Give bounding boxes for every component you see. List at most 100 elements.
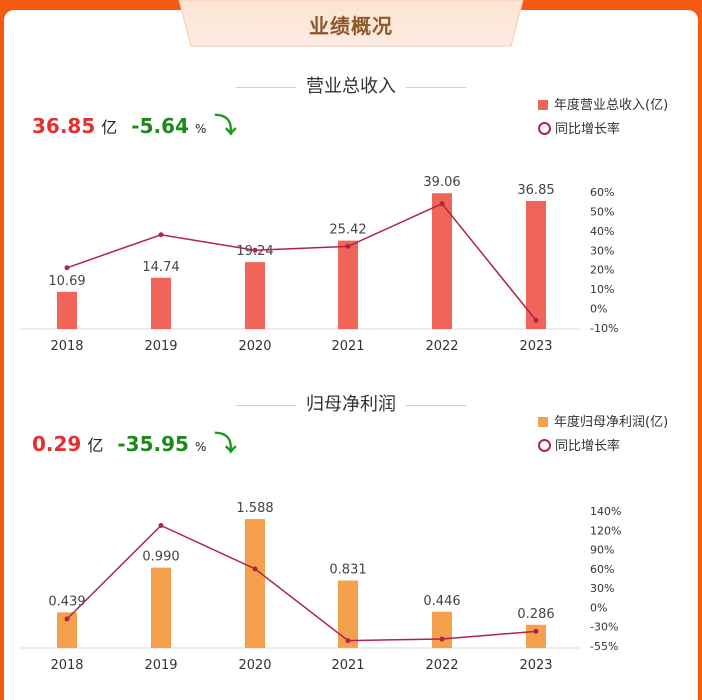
bar-2021 xyxy=(338,240,358,329)
y2-tick-label: 40% xyxy=(590,225,614,238)
bar-value-label: 14.74 xyxy=(142,260,179,275)
profit-title-text: 归母净利润 xyxy=(306,394,396,415)
growth-point-2019 xyxy=(158,522,164,528)
bar-swatch-icon xyxy=(538,417,548,427)
growth-point-2020 xyxy=(252,247,258,253)
legend-bar-label: 年度营业总收入(亿) xyxy=(554,98,669,113)
bar-2020 xyxy=(245,262,265,329)
legend-item-bar: 年度营业总收入(亿) xyxy=(538,94,668,118)
growth-rate-line xyxy=(66,202,537,321)
y2-tick-label: 90% xyxy=(590,544,614,557)
x-tick-label: 2019 xyxy=(144,339,177,354)
growth-point-2023 xyxy=(533,628,539,634)
y2-tick-label: 30% xyxy=(590,244,614,257)
header-tab-shape xyxy=(178,0,524,47)
legend-line-label: 同比增长率 xyxy=(555,439,621,454)
profit-legend: 年度归母净利润(亿) 同比增长率 xyxy=(538,411,668,459)
profit-change: -35.95 xyxy=(117,432,189,456)
circle-marker-icon xyxy=(538,122,551,135)
bar-2018 xyxy=(57,291,77,329)
x-tick-label: 2022 xyxy=(425,658,458,673)
bar-value-label: 0.990 xyxy=(142,550,179,565)
bar-2019 xyxy=(151,567,171,648)
x-tick-label: 2020 xyxy=(238,658,271,673)
revenue-kpi: 36.85 亿 -5.64% ⤵ xyxy=(32,108,236,140)
bar-swatch-icon xyxy=(538,100,548,110)
y2-tick-label: -30% xyxy=(590,621,618,634)
revenue-value: 36.85 xyxy=(32,114,96,138)
y2-tick-label: 60% xyxy=(590,563,614,576)
growth-point-2021 xyxy=(345,243,351,249)
bar-2019 xyxy=(151,277,171,329)
header-tab: 业绩概况 xyxy=(171,0,531,48)
bar-value-label: 0.831 xyxy=(329,563,366,578)
growth-point-2018 xyxy=(64,616,70,622)
y2-tick-label: -10% xyxy=(590,322,618,335)
x-tick-label: 2020 xyxy=(238,339,271,354)
circle-marker-icon xyxy=(538,439,551,452)
y2-tick-label: 140% xyxy=(590,505,621,518)
bar-2022 xyxy=(432,611,452,648)
bar-2022 xyxy=(432,193,452,329)
x-tick-label: 2019 xyxy=(144,658,177,673)
revenue-change: -5.64 xyxy=(131,114,189,138)
y2-tick-label: 120% xyxy=(590,524,621,537)
growth-point-2019 xyxy=(158,232,164,238)
y2-tick-label: 30% xyxy=(590,582,614,595)
legend-item-bar: 年度归母净利润(亿) xyxy=(538,411,668,435)
bar-2018 xyxy=(57,612,77,648)
y2-tick-label: 50% xyxy=(590,205,614,218)
revenue-legend: 年度营业总收入(亿) 同比增长率 xyxy=(538,94,668,142)
bar-value-label: 1.588 xyxy=(236,501,273,516)
y2-tick-label: 0% xyxy=(590,303,607,316)
y2-tick-label: 10% xyxy=(590,283,614,296)
x-tick-label: 2021 xyxy=(331,658,364,673)
growth-point-2022 xyxy=(439,636,445,642)
revenue-change-unit: % xyxy=(194,122,207,136)
revenue-title-text: 营业总收入 xyxy=(306,76,396,97)
legend-line-label: 同比增长率 xyxy=(555,122,621,137)
revenue-unit: 亿 xyxy=(101,118,118,137)
growth-point-2023 xyxy=(533,317,539,323)
y2-tick-label: -55% xyxy=(590,640,618,653)
profit-section-title: 归母净利润 xyxy=(0,390,702,416)
bar-2021 xyxy=(338,580,358,648)
page-title: 业绩概况 xyxy=(309,14,393,38)
down-arrow-icon: ⤵ xyxy=(214,114,237,139)
x-tick-label: 2018 xyxy=(50,339,83,354)
bar-2023 xyxy=(526,624,546,648)
x-tick-label: 2021 xyxy=(331,339,364,354)
bar-2023 xyxy=(526,200,546,329)
growth-rate-line xyxy=(66,524,537,642)
profit-chart: 0.439 0.990 1.588 0.831 0.446 0.286 2018 2019 20… xyxy=(20,501,621,673)
bar-value-label: 39.06 xyxy=(423,175,460,190)
x-tick-label: 2022 xyxy=(425,339,458,354)
y2-tick-label: 60% xyxy=(590,186,614,199)
x-tick-label: 2023 xyxy=(519,339,552,354)
x-tick-label: 2023 xyxy=(519,658,552,673)
growth-point-2022 xyxy=(439,201,445,207)
profit-value: 0.29 xyxy=(32,432,82,456)
legend-item-line: 同比增长率 xyxy=(538,118,668,142)
growth-point-2021 xyxy=(345,638,351,644)
profit-kpi: 0.29 亿 -35.95% ⤵ xyxy=(32,426,236,458)
growth-point-2020 xyxy=(252,566,258,572)
bar-value-label: 0.446 xyxy=(423,594,460,609)
legend-item-line: 同比增长率 xyxy=(538,435,668,459)
revenue-section-title: 营业总收入 xyxy=(0,72,702,98)
bar-value-label: 10.69 xyxy=(48,274,85,289)
revenue-chart: 10.6914.7419.2425.4239.0636.852018201920… xyxy=(20,175,618,354)
down-arrow-icon: ⤵ xyxy=(214,432,237,457)
profit-unit: 亿 xyxy=(87,436,104,455)
legend-bar-label: 年度归母净利润(亿) xyxy=(554,415,669,430)
profit-change-unit: % xyxy=(194,440,207,454)
y2-tick-label: 0% xyxy=(590,601,607,614)
bar-value-label: 0.286 xyxy=(517,607,554,622)
bar-2020 xyxy=(245,519,265,648)
growth-point-2018 xyxy=(64,265,70,271)
y2-tick-label: 20% xyxy=(590,264,614,277)
bar-value-label: 0.439 xyxy=(48,594,85,609)
bar-value-label: 36.85 xyxy=(517,183,554,198)
bar-value-label: 25.42 xyxy=(329,223,366,238)
x-tick-label: 2018 xyxy=(50,658,83,673)
